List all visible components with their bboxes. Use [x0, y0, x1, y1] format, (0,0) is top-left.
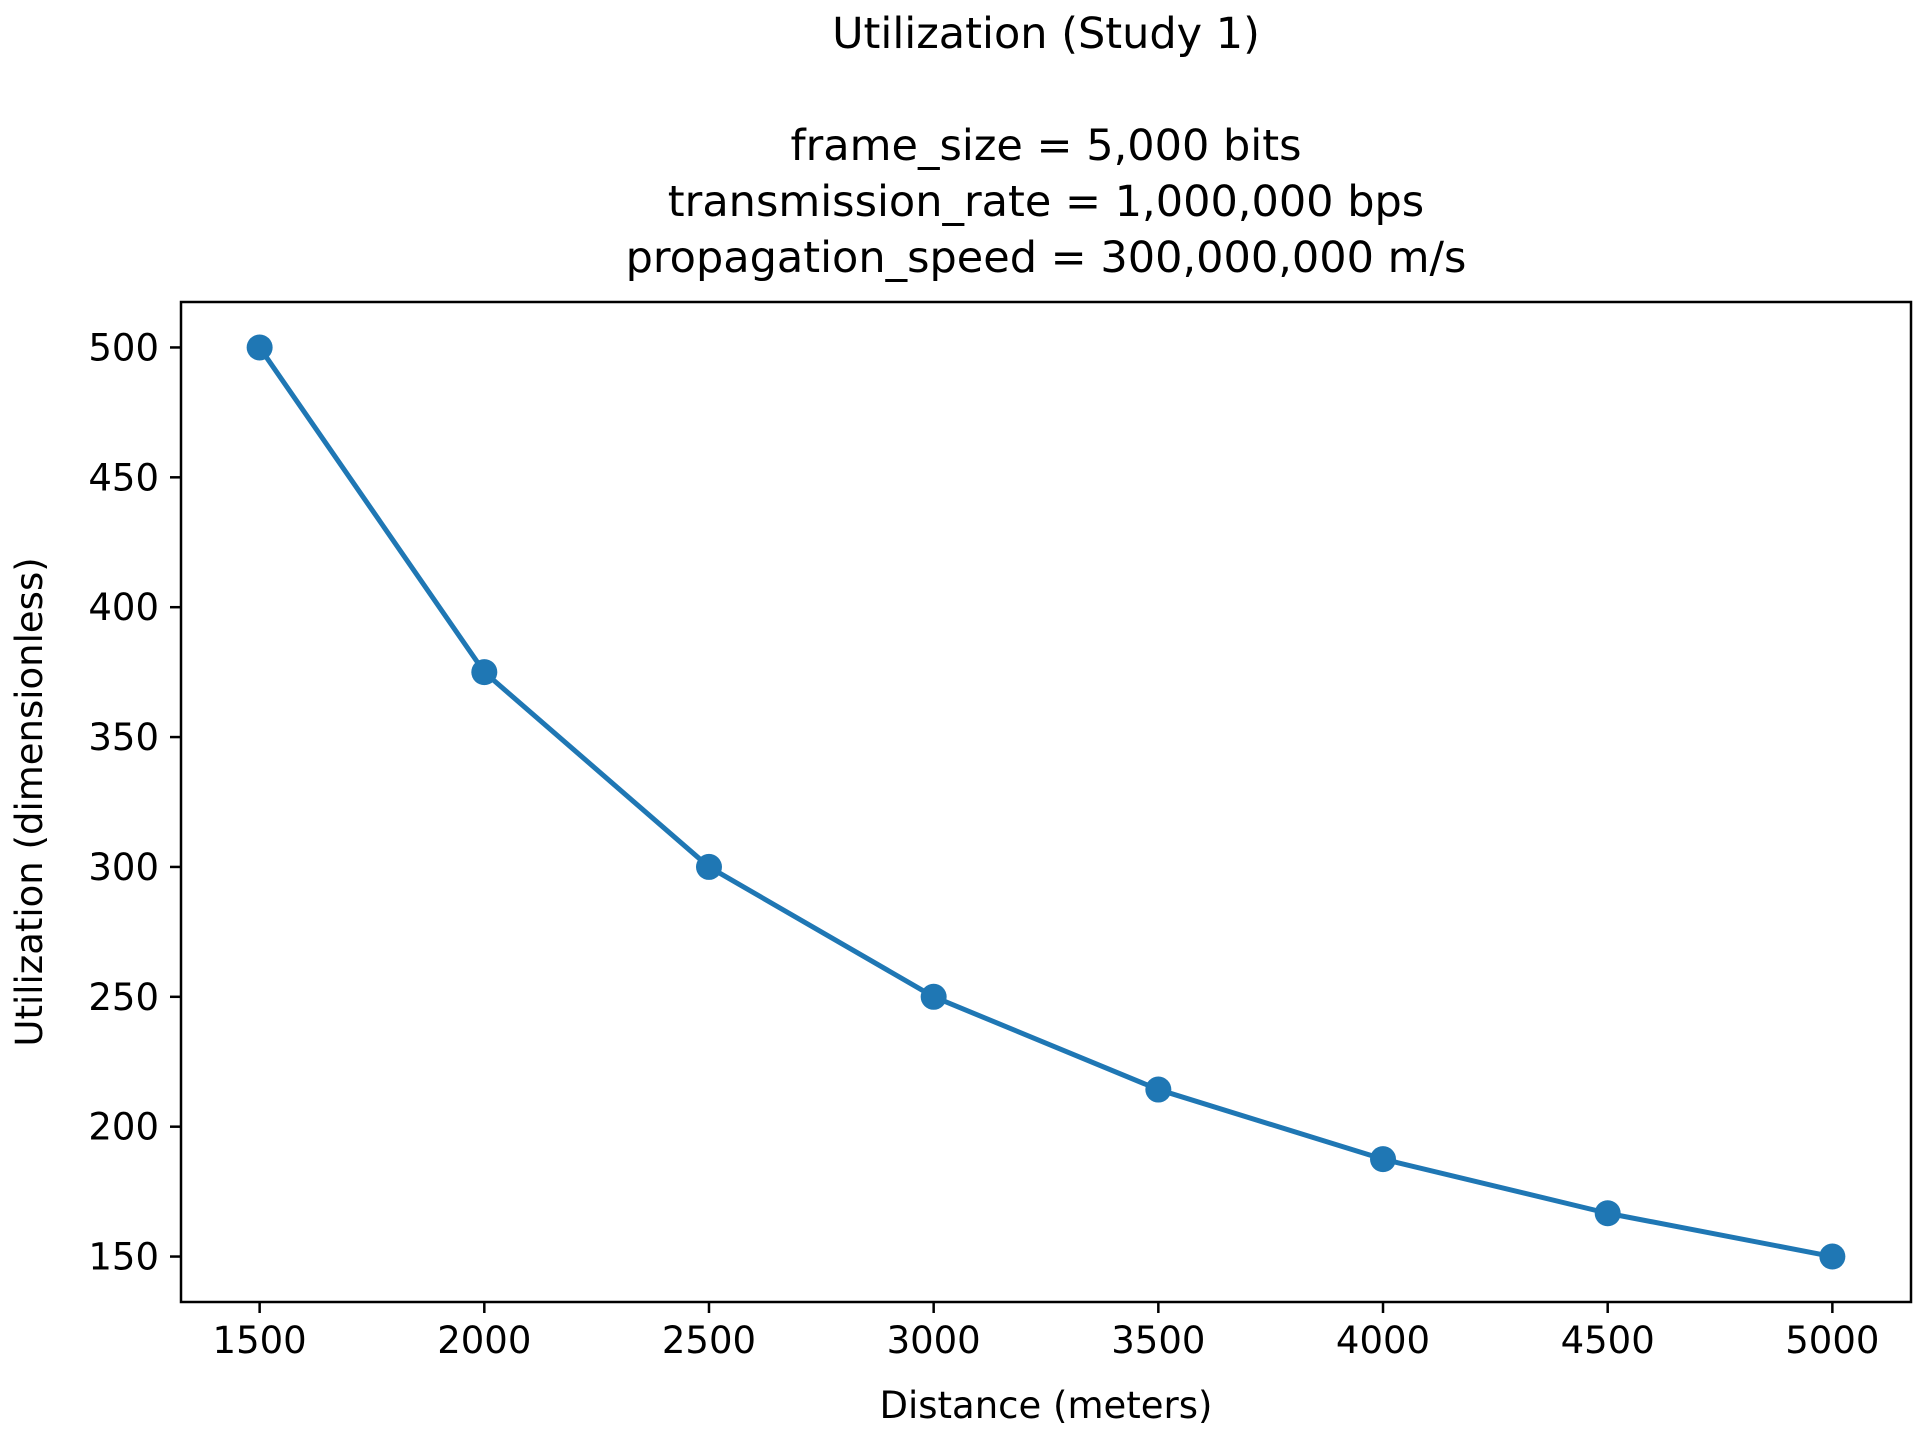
- series-layer: [246, 334, 1846, 1270]
- x-tick-label: 3500: [1111, 1319, 1205, 1362]
- series-line: [256, 343, 1836, 1260]
- chart-title: Utilization (Study 1): [832, 9, 1260, 59]
- x-tick-label: 3000: [887, 1319, 981, 1362]
- y-tick-label: 400: [88, 586, 159, 629]
- y-tick-label: 200: [88, 1106, 159, 1149]
- x-axis-label: Distance (meters): [880, 1384, 1213, 1427]
- x-tick-label: 5000: [1785, 1319, 1879, 1362]
- plot-area-frame: [179, 300, 1913, 1304]
- chart-subtitle-line-2: transmission_rate = 1,000,000 bps: [668, 177, 1424, 227]
- data-point: [1594, 1200, 1621, 1227]
- chart-subtitle-line-3: propagation_speed = 300,000,000 m/s: [626, 233, 1467, 283]
- data-point: [1370, 1146, 1397, 1173]
- y-tick-label: 250: [88, 976, 159, 1019]
- x-axis: 1500 2000 2500 3000 3500 4000 4500 5000: [213, 1302, 1879, 1362]
- y-tick-label: 350: [88, 716, 159, 759]
- data-point: [471, 659, 498, 686]
- data-point: [920, 983, 947, 1010]
- y-axis-label: Utilization (dimensionless): [8, 557, 51, 1046]
- data-point: [1145, 1076, 1172, 1103]
- y-tick-label: 450: [88, 456, 159, 499]
- data-point: [1819, 1243, 1846, 1270]
- x-tick-label: 1500: [213, 1319, 307, 1362]
- x-tick-label: 4000: [1336, 1319, 1430, 1362]
- x-tick-label: 4500: [1561, 1319, 1655, 1362]
- y-tick-label: 300: [88, 846, 159, 889]
- y-tick-label: 150: [88, 1236, 159, 1279]
- x-tick-label: 2000: [437, 1319, 531, 1362]
- data-point: [695, 853, 722, 880]
- x-tick-label: 2500: [662, 1319, 756, 1362]
- y-tick-label: 500: [88, 326, 159, 369]
- chart-subtitle-line-1: frame_size = 5,000 bits: [790, 121, 1301, 171]
- y-axis: 150 200 250 300 350 400 450 500: [88, 326, 181, 1279]
- data-point: [246, 334, 273, 361]
